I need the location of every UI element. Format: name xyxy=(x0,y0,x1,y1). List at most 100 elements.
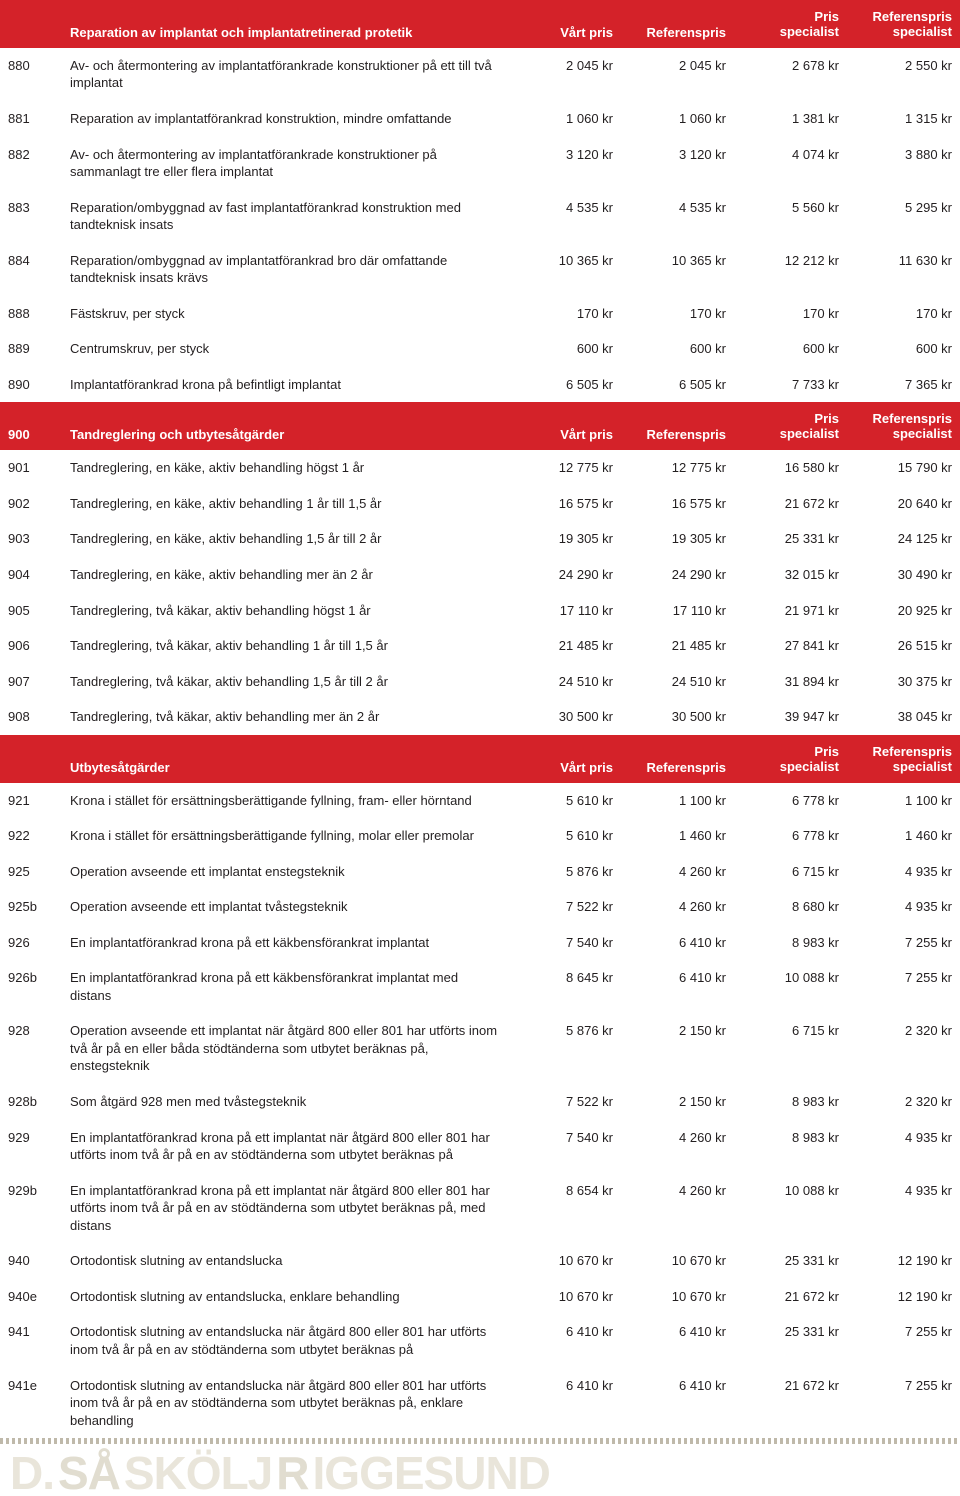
table-row: 901Tandreglering, en käke, aktiv behandl… xyxy=(0,450,960,486)
row-code: 881 xyxy=(0,101,62,137)
row-code: 902 xyxy=(0,486,62,522)
row-price: 16 580 kr xyxy=(734,450,847,486)
row-price: 21 485 kr xyxy=(508,628,621,664)
row-desc: Fästskruv, per styck xyxy=(62,296,508,332)
price-table: 900Tandreglering och utbytesåtgärderVårt… xyxy=(0,402,960,734)
table-row: 940Ortodontisk slutning av entandslucka1… xyxy=(0,1243,960,1279)
ghost-word: D. xyxy=(10,1450,54,1496)
row-price: 2 045 kr xyxy=(508,48,621,101)
row-price: 5 610 kr xyxy=(508,818,621,854)
row-price: 170 kr xyxy=(621,296,734,332)
row-code: 890 xyxy=(0,367,62,403)
row-price: 10 088 kr xyxy=(734,1173,847,1244)
table-row: 883Reparation/ombyggnad av fast implanta… xyxy=(0,190,960,243)
row-price: 24 510 kr xyxy=(508,664,621,700)
header-code xyxy=(0,735,62,783)
row-price: 10 088 kr xyxy=(734,960,847,1013)
row-code: 940 xyxy=(0,1243,62,1279)
row-price: 6 410 kr xyxy=(621,960,734,1013)
row-price: 21 672 kr xyxy=(734,486,847,522)
row-price: 10 670 kr xyxy=(621,1279,734,1315)
row-price: 17 110 kr xyxy=(508,593,621,629)
row-price: 21 971 kr xyxy=(734,593,847,629)
row-price: 19 305 kr xyxy=(621,521,734,557)
row-price: 30 500 kr xyxy=(621,699,734,735)
row-price: 5 295 kr xyxy=(847,190,960,243)
row-price: 12 775 kr xyxy=(508,450,621,486)
row-desc: Ortodontisk slutning av entandslucka xyxy=(62,1243,508,1279)
row-desc: Reparation/ombyggnad av implantatförankr… xyxy=(62,243,508,296)
header-col-1: Vårt pris xyxy=(508,0,621,48)
row-price: 12 775 kr xyxy=(621,450,734,486)
row-price: 4 260 kr xyxy=(621,889,734,925)
row-price: 30 490 kr xyxy=(847,557,960,593)
row-price: 10 670 kr xyxy=(508,1279,621,1315)
row-price: 8 654 kr xyxy=(508,1173,621,1244)
row-price: 2 678 kr xyxy=(734,48,847,101)
row-code: 929 xyxy=(0,1120,62,1173)
row-price: 1 315 kr xyxy=(847,101,960,137)
header-col-1: Vårt pris xyxy=(508,735,621,783)
row-desc: Krona i stället för ersättningsberättiga… xyxy=(62,818,508,854)
row-code: 921 xyxy=(0,783,62,819)
row-desc: Centrumskruv, per styck xyxy=(62,331,508,367)
row-price: 26 515 kr xyxy=(847,628,960,664)
row-code: 888 xyxy=(0,296,62,332)
row-code: 889 xyxy=(0,331,62,367)
row-price: 38 045 kr xyxy=(847,699,960,735)
row-desc: Tandreglering, två käkar, aktiv behandli… xyxy=(62,593,508,629)
row-price: 4 935 kr xyxy=(847,889,960,925)
row-price: 7 540 kr xyxy=(508,1120,621,1173)
row-price: 24 510 kr xyxy=(621,664,734,700)
header-col-4: Referensprisspecialist xyxy=(847,0,960,48)
row-price: 3 120 kr xyxy=(508,137,621,190)
row-price: 7 255 kr xyxy=(847,1368,960,1439)
header-col-2: Referenspris xyxy=(621,402,734,450)
row-price: 4 935 kr xyxy=(847,1120,960,1173)
row-code: 906 xyxy=(0,628,62,664)
row-price: 6 778 kr xyxy=(734,783,847,819)
row-price: 32 015 kr xyxy=(734,557,847,593)
row-price: 7 522 kr xyxy=(508,1084,621,1120)
row-price: 2 320 kr xyxy=(847,1084,960,1120)
row-price: 21 672 kr xyxy=(734,1279,847,1315)
row-desc: Reparation/ombyggnad av fast implantatfö… xyxy=(62,190,508,243)
row-price: 1 460 kr xyxy=(621,818,734,854)
row-price: 1 460 kr xyxy=(847,818,960,854)
table-row: 928Operation avseende ett implantat när … xyxy=(0,1013,960,1084)
row-code: 905 xyxy=(0,593,62,629)
row-price: 600 kr xyxy=(508,331,621,367)
row-price: 8 645 kr xyxy=(508,960,621,1013)
row-desc: En implantatförankrad krona på ett käkbe… xyxy=(62,960,508,1013)
ghost-word: SÅ xyxy=(58,1450,120,1496)
row-desc: Operation avseende ett implantat tvåsteg… xyxy=(62,889,508,925)
row-price: 2 320 kr xyxy=(847,1013,960,1084)
row-price: 21 672 kr xyxy=(734,1368,847,1439)
row-price: 600 kr xyxy=(847,331,960,367)
table-row: 929bEn implantatförankrad krona på ett i… xyxy=(0,1173,960,1244)
row-price: 4 260 kr xyxy=(621,1120,734,1173)
row-code: 925b xyxy=(0,889,62,925)
row-price: 7 540 kr xyxy=(508,925,621,961)
row-desc: Tandreglering, en käke, aktiv behandling… xyxy=(62,557,508,593)
row-price: 12 190 kr xyxy=(847,1279,960,1315)
row-price: 170 kr xyxy=(508,296,621,332)
table-header: 900Tandreglering och utbytesåtgärderVårt… xyxy=(0,402,960,450)
price-table: UtbytesåtgärderVårt prisReferensprisPris… xyxy=(0,735,960,1438)
row-price: 7 255 kr xyxy=(847,960,960,1013)
row-price: 21 485 kr xyxy=(621,628,734,664)
row-desc: Tandreglering, en käke, aktiv behandling… xyxy=(62,521,508,557)
row-price: 170 kr xyxy=(734,296,847,332)
row-desc: Operation avseende ett implantat när åtg… xyxy=(62,1013,508,1084)
row-price: 2 550 kr xyxy=(847,48,960,101)
row-price: 6 505 kr xyxy=(508,367,621,403)
row-price: 25 331 kr xyxy=(734,1243,847,1279)
row-price: 8 983 kr xyxy=(734,925,847,961)
row-price: 8 983 kr xyxy=(734,1120,847,1173)
row-price: 39 947 kr xyxy=(734,699,847,735)
page-footer: D.SÅSKÖLJRIGGESUND xyxy=(0,1438,960,1496)
row-price: 5 560 kr xyxy=(734,190,847,243)
table-row: 907Tandreglering, två käkar, aktiv behan… xyxy=(0,664,960,700)
row-price: 7 522 kr xyxy=(508,889,621,925)
row-price: 30 500 kr xyxy=(508,699,621,735)
